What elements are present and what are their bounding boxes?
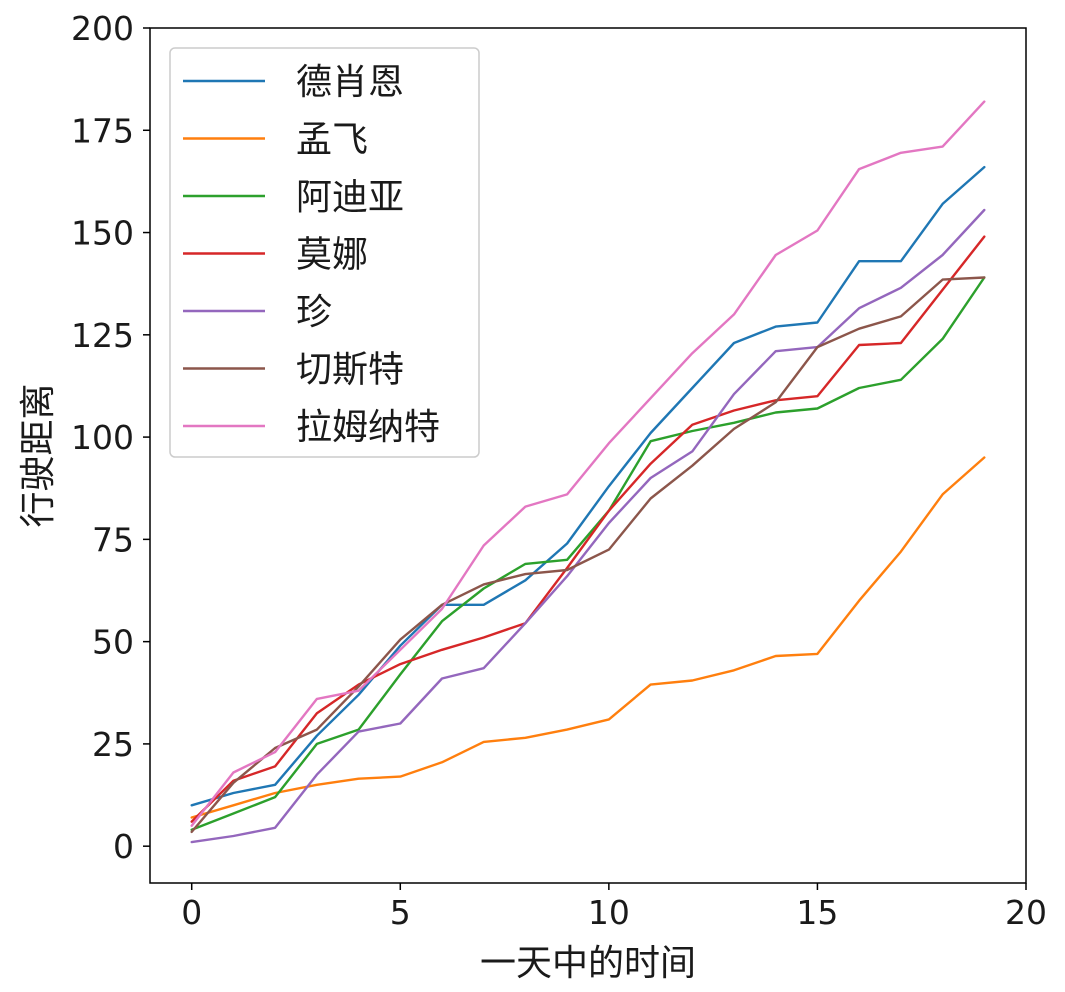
y-tick-label: 200 — [71, 9, 134, 48]
legend-label: 珍 — [296, 292, 332, 333]
y-tick-label: 150 — [71, 214, 134, 253]
y-tick-label: 50 — [92, 623, 134, 662]
x-tick-label: 15 — [796, 893, 838, 932]
y-tick-label: 0 — [113, 827, 134, 866]
x-axis: 0 5 10 15 20 — [181, 883, 1047, 932]
y-tick-label: 125 — [71, 316, 134, 355]
y-axis-title: 行驶距离 — [18, 383, 59, 527]
series-line-3 — [190, 276, 986, 831]
series-line-7 — [190, 100, 986, 827]
series-line-2 — [190, 456, 986, 819]
legend-label: 切斯特 — [296, 350, 404, 391]
x-axis-title: 一天中的时间 — [480, 943, 696, 984]
plot-frame — [149, 27, 1027, 884]
series-line-6 — [190, 276, 986, 834]
x-tick-label: 0 — [181, 893, 202, 932]
series-line-5 — [190, 208, 986, 844]
series-line-1 — [190, 165, 986, 807]
x-tick-label: 5 — [390, 893, 411, 932]
y-tick-label: 25 — [92, 725, 134, 764]
x-tick-label: 10 — [588, 893, 630, 932]
x-tick-label: 20 — [1005, 893, 1047, 932]
y-axis: 0 25 50 75 100 125 150 175 200 — [71, 9, 150, 866]
legend-label: 孟飞 — [296, 120, 368, 161]
legend-label: 德肖恩 — [296, 62, 404, 103]
y-tick-label: 100 — [71, 418, 134, 457]
legend-label: 拉姆纳特 — [296, 407, 440, 448]
series-layer — [190, 100, 986, 844]
y-tick-label: 175 — [71, 111, 134, 150]
legend-label: 莫娜 — [296, 235, 368, 276]
series-line-4 — [190, 235, 986, 823]
y-tick-label: 75 — [92, 520, 134, 559]
legend-box — [169, 47, 480, 458]
legend-label: 阿迪亚 — [296, 177, 404, 218]
